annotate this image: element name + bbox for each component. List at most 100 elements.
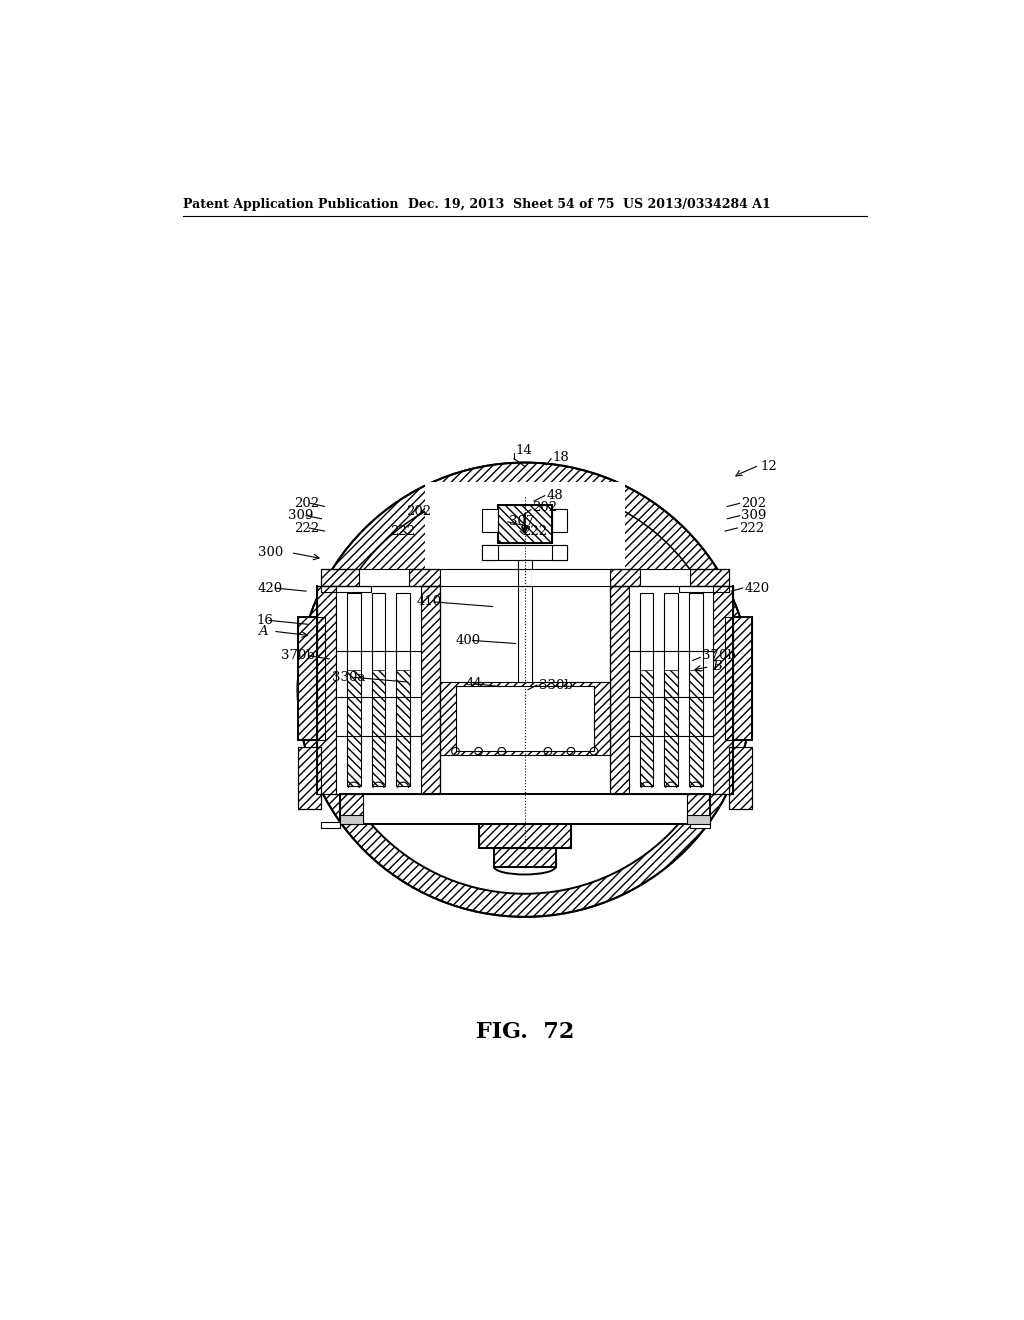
Text: 420: 420	[258, 582, 283, 594]
Bar	[690, 822, 710, 829]
Bar	[440, 682, 609, 755]
Bar	[340, 816, 364, 825]
Bar	[372, 594, 385, 785]
Bar	[478, 825, 571, 847]
Bar	[690, 569, 729, 586]
Polygon shape	[351, 486, 698, 582]
Bar	[729, 747, 752, 809]
Bar	[714, 586, 733, 793]
Bar	[629, 586, 714, 793]
Bar	[640, 594, 653, 785]
Bar	[347, 594, 360, 785]
Text: 222: 222	[294, 521, 318, 535]
Bar	[729, 747, 752, 809]
Bar	[686, 816, 710, 825]
Bar	[340, 793, 364, 825]
Bar	[498, 506, 552, 544]
Text: US 2013/0334284 A1: US 2013/0334284 A1	[624, 198, 771, 211]
Bar	[482, 508, 498, 532]
Bar	[410, 569, 440, 586]
Text: 370b: 370b	[282, 649, 315, 663]
Bar	[640, 569, 690, 586]
Bar	[482, 545, 567, 561]
Bar	[609, 569, 640, 586]
Bar	[298, 616, 325, 739]
Text: 202: 202	[407, 504, 431, 517]
Bar	[421, 586, 440, 793]
Bar	[609, 586, 629, 793]
Bar	[340, 793, 710, 825]
Text: Dec. 19, 2013  Sheet 54 of 75: Dec. 19, 2013 Sheet 54 of 75	[408, 198, 614, 211]
Bar	[482, 545, 498, 561]
Text: B: B	[713, 660, 722, 673]
Text: 202: 202	[741, 496, 766, 510]
Bar	[336, 586, 421, 793]
Bar	[421, 586, 440, 793]
Bar	[456, 686, 594, 751]
Text: Patent Application Publication: Patent Application Publication	[183, 198, 398, 211]
Text: 14: 14	[515, 445, 532, 458]
Bar	[478, 825, 571, 847]
Text: 18: 18	[553, 450, 569, 463]
Bar	[494, 847, 556, 867]
Bar	[725, 616, 752, 739]
Bar	[347, 671, 360, 785]
Text: 202: 202	[532, 502, 558, 515]
Text: 309: 309	[288, 510, 313, 523]
Bar	[665, 671, 678, 785]
Bar	[298, 616, 325, 739]
Text: 44: 44	[466, 677, 482, 690]
Circle shape	[321, 486, 729, 894]
Bar	[518, 560, 531, 682]
Bar	[686, 793, 710, 825]
Bar	[690, 569, 729, 586]
Bar	[321, 569, 359, 586]
Bar	[609, 586, 629, 793]
Bar	[316, 586, 336, 793]
Text: 202: 202	[295, 496, 319, 510]
Text: 12: 12	[761, 459, 777, 473]
Bar	[321, 569, 359, 586]
Text: 370b: 370b	[701, 649, 735, 663]
Bar	[440, 569, 518, 586]
Text: 400: 400	[456, 634, 480, 647]
Bar	[316, 586, 336, 793]
Bar	[498, 506, 552, 544]
Bar	[552, 508, 567, 532]
Bar	[396, 594, 410, 785]
Bar	[640, 671, 653, 785]
Text: 222: 222	[521, 524, 547, 537]
Bar	[321, 822, 340, 829]
Text: 307: 307	[509, 515, 535, 528]
Bar	[298, 747, 321, 809]
Bar	[689, 594, 702, 785]
Text: 16: 16	[257, 614, 273, 627]
Circle shape	[298, 462, 752, 917]
Bar	[531, 569, 609, 586]
Text: 410: 410	[417, 595, 442, 609]
Bar	[359, 569, 410, 586]
Text: FIG.  72: FIG. 72	[475, 1022, 574, 1043]
Bar	[410, 569, 440, 586]
Bar	[552, 545, 567, 561]
Bar	[298, 747, 321, 809]
Bar	[372, 671, 385, 785]
Bar	[396, 671, 410, 785]
Bar	[494, 847, 556, 867]
Text: 330a: 330a	[333, 671, 366, 684]
Bar	[425, 482, 625, 582]
Bar	[609, 569, 640, 586]
Text: 420: 420	[744, 582, 769, 594]
Bar	[725, 616, 752, 739]
Bar	[679, 586, 729, 591]
Bar	[665, 594, 678, 785]
Text: A: A	[258, 624, 268, 638]
Text: 330b: 330b	[539, 678, 572, 692]
Bar	[689, 671, 702, 785]
Bar	[714, 586, 733, 793]
Text: 48: 48	[547, 490, 563, 502]
Text: 309: 309	[741, 510, 767, 523]
Text: 222: 222	[390, 524, 415, 537]
Bar	[440, 682, 609, 755]
Text: 222: 222	[739, 521, 764, 535]
